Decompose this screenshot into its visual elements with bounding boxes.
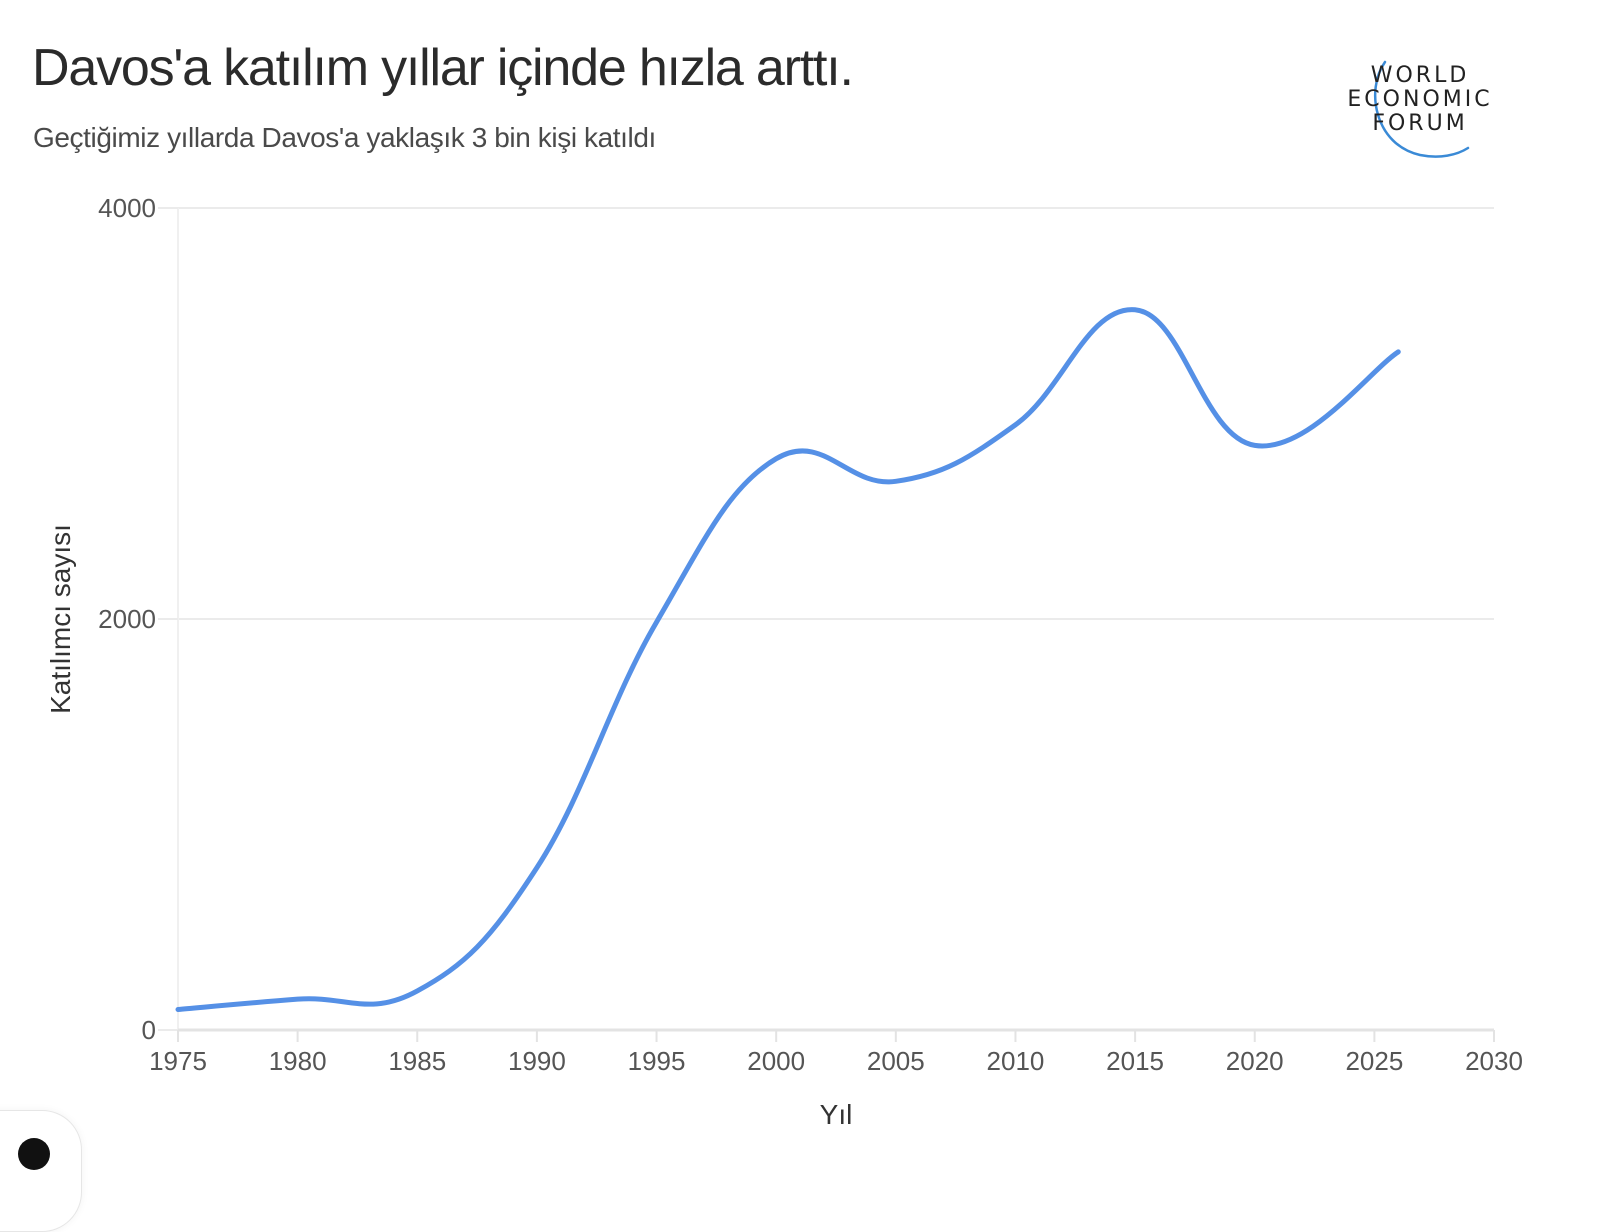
chart-subtitle: Geçtiğimiz yıllarda Davos'a yaklaşık 3 b… xyxy=(33,122,656,153)
x-tick-label: 1995 xyxy=(628,1046,686,1076)
logo-line-2: ECONOMIC xyxy=(1347,87,1493,112)
gridlines xyxy=(178,207,1494,620)
x-tick-label: 2000 xyxy=(747,1046,805,1076)
logo-arc-icon xyxy=(1373,60,1470,158)
x-tick-label: 1980 xyxy=(269,1046,327,1076)
corner-widget[interactable] xyxy=(0,1110,82,1232)
y-tick-label: 2000 xyxy=(98,604,156,634)
x-tick-label: 1990 xyxy=(508,1046,566,1076)
x-tick-label: 2015 xyxy=(1106,1046,1164,1076)
y-axis-ticks: 0 2000 4000 xyxy=(98,193,178,1045)
x-tick-label: 2020 xyxy=(1226,1046,1284,1076)
logo-line-3: FORUM xyxy=(1372,111,1468,136)
x-tick-label: 1985 xyxy=(388,1046,446,1076)
x-tick-label: 2005 xyxy=(867,1046,925,1076)
line-chart: 0 2000 4000 1975 1980 1985 1990 1995 2000 2005 20… xyxy=(45,193,1523,1130)
x-axis-ticks: 1975 1980 1985 1990 1995 2000 2005 2010 2015 2020… xyxy=(149,1030,1523,1076)
chart-title: Davos'a katılım yıllar içinde hızla artt… xyxy=(32,39,854,97)
y-axis-label: Katılımcı sayısı xyxy=(45,524,76,714)
wef-logo: WORLD ECONOMIC FORUM xyxy=(1335,60,1505,165)
y-tick-label: 4000 xyxy=(98,193,156,223)
x-tick-label: 1975 xyxy=(149,1046,207,1076)
x-tick-label: 2025 xyxy=(1345,1046,1403,1076)
logo-line-1: WORLD xyxy=(1370,63,1470,88)
x-axis-label: Yıl xyxy=(820,1099,853,1130)
y-tick-label: 0 xyxy=(142,1015,156,1045)
x-tick-label: 2030 xyxy=(1465,1046,1523,1076)
corner-widget-icon[interactable] xyxy=(18,1138,50,1170)
x-tick-label: 2010 xyxy=(987,1046,1045,1076)
series-line xyxy=(175,307,1401,1012)
